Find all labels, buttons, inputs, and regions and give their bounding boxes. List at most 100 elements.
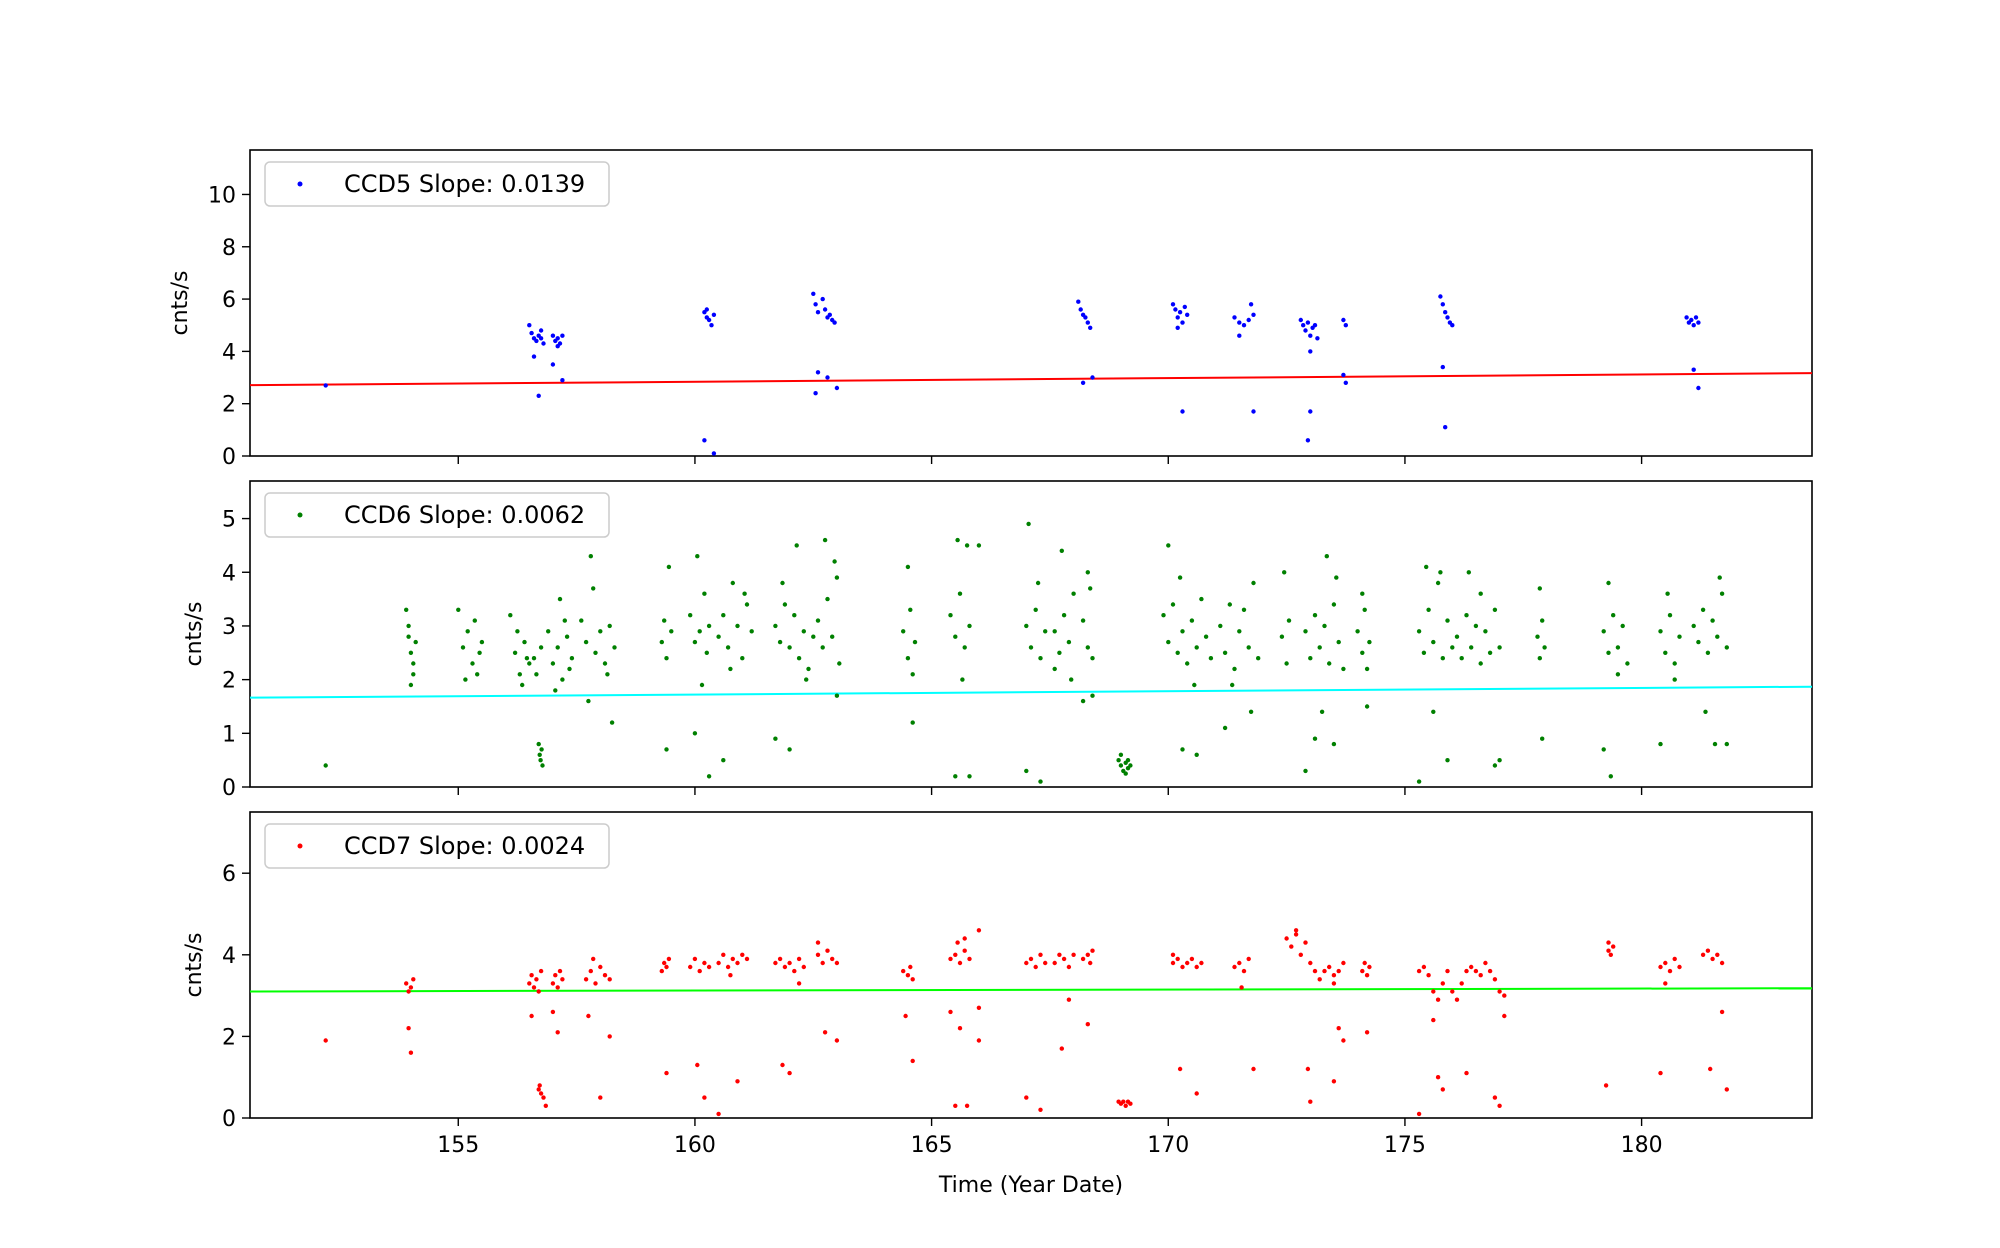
panel-ccd7-point — [908, 964, 913, 970]
panel-ccd5-point — [1693, 315, 1699, 320]
panel-ccd7-point — [1435, 1075, 1441, 1080]
panel-ccd7-point — [408, 985, 414, 990]
panel-ccd6-point — [1090, 656, 1095, 661]
panel-ccd5-fit-line — [250, 372, 1812, 387]
panel-ccd6-point — [1066, 639, 1072, 645]
panel-ccd7-point — [697, 968, 702, 974]
panel-ccd6-point — [830, 634, 835, 639]
panel-ccd7-point — [1672, 956, 1677, 962]
panel-ccd5-point — [702, 438, 707, 443]
panel-ccd6-point — [1061, 613, 1067, 618]
panel-ccd7-point — [716, 960, 721, 966]
panel-ccd6-point — [1537, 586, 1543, 591]
panel-ccd6-yticks: 0 1 2 3 4 5 — [222, 508, 250, 801]
panel-ccd6-point — [815, 618, 821, 623]
panel-ccd6-point — [531, 656, 537, 661]
panel-ccd6: 0 1 2 3 4 5 cnts/s CCD6 Slope: 0.0062 — [182, 480, 1813, 801]
panel-ccd7-point — [962, 936, 967, 941]
panel-ccd6-point — [1601, 747, 1606, 752]
panel-ccd6-point — [976, 543, 982, 548]
panel-ccd7-point — [953, 952, 958, 957]
panel-ccd5-point — [1689, 317, 1694, 323]
panel-ccd5-ytick-label: 4 — [222, 340, 236, 365]
panel-ccd5-ylabel: cnts/s — [168, 270, 193, 335]
panel-ccd7-yticks: 0 2 4 6 — [222, 862, 250, 1132]
panel-ccd7-point — [735, 1079, 740, 1084]
panel-ccd6-ytick-label: 5 — [222, 508, 236, 533]
panel-ccd6-point — [605, 672, 610, 677]
panel-ccd6-point — [1542, 645, 1547, 650]
panel-ccd6-point — [792, 613, 797, 618]
panel-ccd7-point — [787, 1070, 792, 1076]
panel-ccd6-point — [806, 666, 811, 672]
panel-ccd5-point — [1315, 336, 1320, 341]
panel-ccd6-point — [702, 591, 707, 596]
panel-ccd5-point — [529, 330, 534, 336]
panel-ccd7-ytick-label: 2 — [222, 1025, 236, 1050]
panel-ccd6-point — [1478, 591, 1483, 596]
panel-ccd6-point — [1724, 741, 1730, 747]
panel-ccd7-point — [1608, 952, 1614, 957]
panel-ccd6-point — [749, 629, 754, 634]
panel-ccd7-point — [1367, 964, 1372, 970]
panel-ccd7-point — [1341, 1038, 1346, 1043]
panel-ccd7-point — [910, 1058, 915, 1064]
panel-ccd6-point — [908, 607, 913, 612]
panel-ccd6-point — [699, 682, 705, 688]
panel-ccd7-point — [406, 1026, 411, 1031]
panel-ccd7-frame — [249, 811, 1813, 1119]
panel-ccd5-point — [1684, 315, 1689, 320]
panel-ccd6-point — [1416, 629, 1422, 634]
panel-ccd6-point — [1431, 709, 1436, 714]
panel-ccd6-point — [475, 672, 480, 677]
panel-ccd6-point — [777, 639, 783, 645]
xtick-label: 160 — [674, 1133, 716, 1158]
panel-ccd6-point — [1717, 575, 1722, 580]
panel-ccd6-point — [1125, 758, 1131, 763]
panel-ccd6-point — [1487, 650, 1493, 655]
panel-ccd7-point — [901, 968, 906, 974]
panel-ccd6-point — [1606, 580, 1611, 586]
panel-ccd7-point — [830, 956, 835, 962]
panel-ccd7-point — [537, 1083, 542, 1088]
panel-ccd5-point — [1080, 380, 1086, 385]
panel-ccd7-point — [957, 1026, 963, 1031]
panel-ccd6-point — [1658, 741, 1663, 747]
panel-ccd6-point — [1312, 613, 1318, 618]
panel-ccd7-point — [1298, 952, 1304, 957]
panel-ccd7-point — [1303, 940, 1308, 945]
panel-ccd7-point — [780, 1062, 785, 1068]
panel-ccd6-point — [692, 731, 698, 736]
panel-ccd5-point — [1696, 385, 1701, 391]
panel-ccd5-point — [534, 338, 539, 344]
panel-ccd6-point — [527, 661, 532, 666]
panel-ccd6-point — [1241, 607, 1247, 612]
panel-ccd7-points — [323, 928, 1730, 1117]
panel-ccd7-point — [555, 985, 560, 990]
panel-ccd6-point — [477, 650, 482, 655]
panel-ccd6-point — [1218, 623, 1223, 629]
panel-ccd5-point — [1182, 304, 1188, 310]
panel-ccd7-legend-label: CCD7 Slope: 0.0024 — [344, 832, 585, 860]
panel-ccd5-point — [1691, 323, 1696, 328]
panel-ccd7-point — [1251, 1066, 1256, 1072]
panel-ccd6-point — [1440, 656, 1446, 661]
panel-ccd7-ylabel: cnts/s — [182, 932, 207, 997]
panel-ccd6-point — [1118, 763, 1124, 768]
panel-ccd6-point — [1492, 607, 1498, 612]
panel-ccd6-point — [583, 639, 589, 645]
panel-ccd5-point — [527, 323, 532, 328]
xtick-label: 180 — [1621, 1133, 1663, 1158]
panel-ccd5-point — [1691, 367, 1696, 372]
panel-ccd6-point — [962, 645, 967, 650]
panel-ccd6-point — [1497, 758, 1502, 763]
panel-ccd5-point — [538, 328, 544, 333]
panel-ccd6-point — [1322, 623, 1327, 629]
panel-ccd5-point — [1251, 409, 1256, 414]
panel-ccd7-point — [1305, 1066, 1311, 1072]
panel-ccd7-point — [1667, 968, 1673, 974]
panel-ccd6-point — [669, 629, 674, 634]
panel-ccd6-point — [1703, 709, 1708, 714]
panel-ccd6-point — [1026, 521, 1031, 527]
